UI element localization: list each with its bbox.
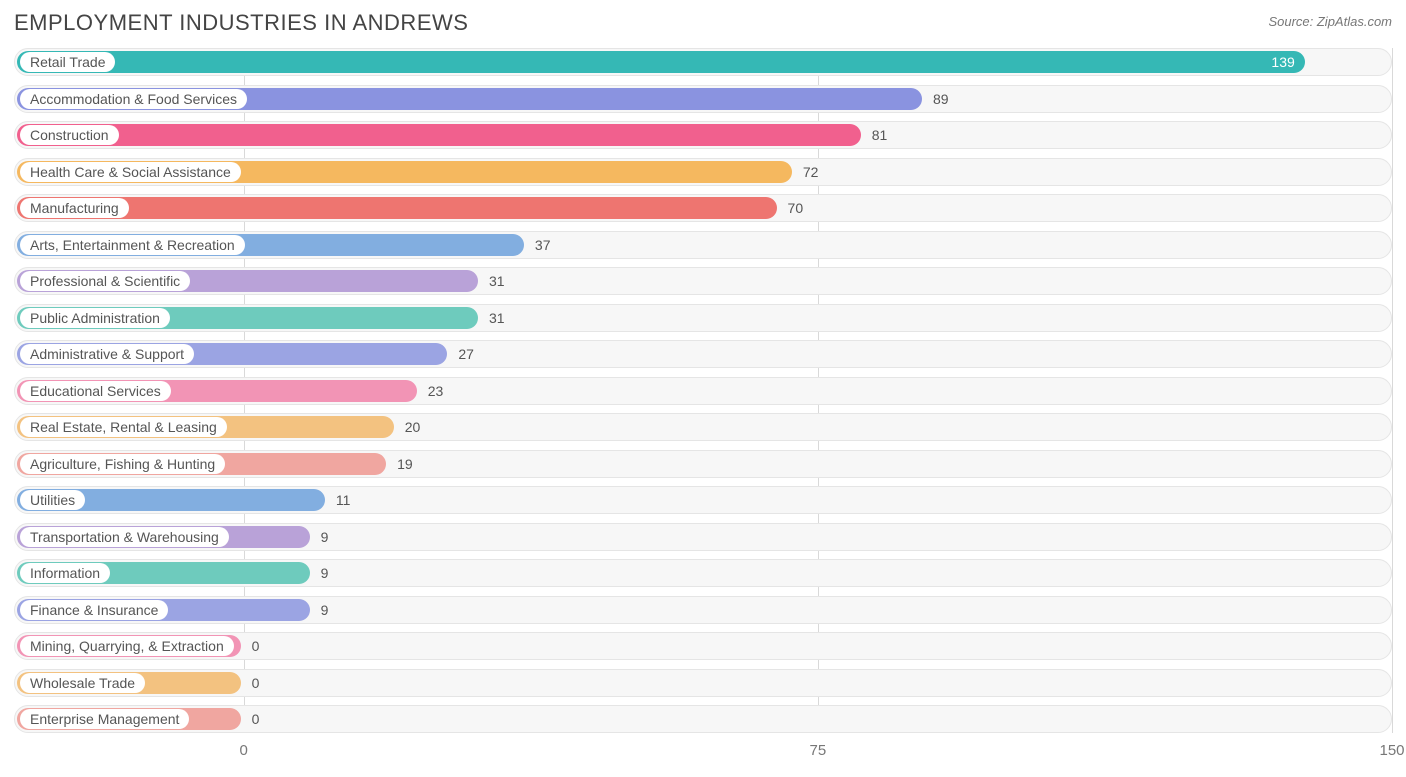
bar-category-label: Health Care & Social Assistance [20,162,241,182]
bar-row: Mining, Quarrying, & Extraction 0 [14,632,1392,660]
bar-category-label: Accommodation & Food Services [20,89,247,109]
bar-category-label: Arts, Entertainment & Recreation [20,235,245,255]
bar-row: Agriculture, Fishing & Hunting 19 [14,450,1392,478]
axis-tick-label: 150 [1379,742,1404,759]
bar-row: Educational Services 23 [14,377,1392,405]
bar-row: Finance & Insurance 9 [14,596,1392,624]
bar-row: Real Estate, Rental & Leasing 20 [14,413,1392,441]
chart-source: Source: ZipAtlas.com [1268,14,1392,29]
bar-row: Information 9 [14,559,1392,587]
bar-value-label: 31 [489,273,505,289]
bar-value-label: 11 [336,492,351,508]
x-axis: 075150 [14,742,1392,772]
bar-category-label: Administrative & Support [20,344,194,364]
bar-fill [17,197,777,219]
bar-rows: 139 Retail Trade Accommodation & Food Serv… [14,48,1392,733]
bar-category-label: Utilities [20,490,85,510]
bar-row: Professional & Scientific 31 [14,267,1392,295]
chart-title: EMPLOYMENT INDUSTRIES IN ANDREWS [14,10,468,36]
bar-category-label: Information [20,563,110,583]
bar-category-label: Public Administration [20,308,170,328]
bar-value-label: 70 [788,200,804,216]
bar-chart: 139 Retail Trade Accommodation & Food Serv… [14,48,1392,772]
bar-value-label: 9 [321,602,329,618]
bar-row: Utilities 11 [14,486,1392,514]
bar-row: Health Care & Social Assistance 72 [14,158,1392,186]
bar-row: Transportation & Warehousing 9 [14,523,1392,551]
chart-header: EMPLOYMENT INDUSTRIES IN ANDREWS Source:… [14,10,1392,36]
bar-value-label: 72 [803,164,819,180]
bar-value-label: 9 [321,565,329,581]
axis-tick-label: 75 [809,742,826,759]
bar-category-label: Finance & Insurance [20,600,168,620]
axis-tick-label: 0 [239,742,247,759]
bar-category-label: Real Estate, Rental & Leasing [20,417,227,437]
bar-value-label: 9 [321,529,329,545]
bar-value-label: 0 [252,711,260,727]
bar-row: 139 Retail Trade [14,48,1392,76]
bar-category-label: Construction [20,125,119,145]
bar-category-label: Professional & Scientific [20,271,190,291]
bar-row: Construction 81 [14,121,1392,149]
bar-row: Wholesale Trade 0 [14,669,1392,697]
bar-value-label: 23 [428,383,444,399]
bar-category-label: Mining, Quarrying, & Extraction [20,636,234,656]
bar-row: Public Administration 31 [14,304,1392,332]
bar-row: Enterprise Management 0 [14,705,1392,733]
bar-value-label: 139 [1271,54,1294,70]
bar-category-label: Educational Services [20,381,171,401]
bar-value-label: 20 [405,419,421,435]
bar-value-label: 89 [933,91,949,107]
gridline [1392,48,1393,733]
bar-row: Accommodation & Food Services 89 [14,85,1392,113]
bar-value-label: 31 [489,310,505,326]
bar-category-label: Manufacturing [20,198,129,218]
bar-value-label: 0 [252,675,260,691]
bar-value-label: 81 [872,127,888,143]
bar-value-label: 19 [397,456,413,472]
bar-category-label: Agriculture, Fishing & Hunting [20,454,225,474]
bar-value-label: 27 [458,346,474,362]
bar-category-label: Wholesale Trade [20,673,145,693]
bar-fill [17,124,861,146]
bar-category-label: Retail Trade [20,52,115,72]
bar-row: Manufacturing 70 [14,194,1392,222]
bar-value-label: 37 [535,237,551,253]
bar-fill: 139 [17,51,1305,73]
bar-value-label: 0 [252,638,260,654]
bar-category-label: Enterprise Management [20,709,189,729]
bar-row: Arts, Entertainment & Recreation 37 [14,231,1392,259]
bar-category-label: Transportation & Warehousing [20,527,229,547]
bar-row: Administrative & Support 27 [14,340,1392,368]
